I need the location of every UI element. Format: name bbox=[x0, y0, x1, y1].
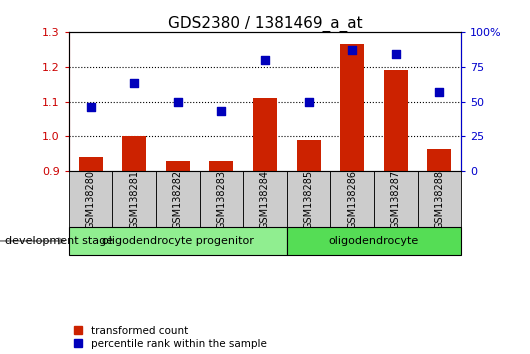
Bar bbox=[69, 171, 112, 227]
Bar bbox=[340, 44, 364, 171]
Title: GDS2380 / 1381469_a_at: GDS2380 / 1381469_a_at bbox=[167, 16, 363, 32]
Bar bbox=[243, 171, 287, 227]
Bar bbox=[200, 171, 243, 227]
Text: GSM138285: GSM138285 bbox=[304, 170, 314, 229]
Point bbox=[348, 47, 356, 53]
Bar bbox=[427, 149, 452, 171]
Point bbox=[174, 99, 182, 104]
Text: GSM138280: GSM138280 bbox=[86, 170, 96, 229]
Text: GSM138281: GSM138281 bbox=[129, 170, 139, 229]
Bar bbox=[209, 161, 233, 171]
Bar bbox=[253, 98, 277, 171]
Bar bbox=[287, 171, 330, 227]
Point bbox=[304, 99, 313, 104]
Text: GSM138282: GSM138282 bbox=[173, 170, 183, 229]
Text: GSM138284: GSM138284 bbox=[260, 170, 270, 229]
Text: GSM138286: GSM138286 bbox=[347, 170, 357, 229]
Bar bbox=[69, 227, 287, 255]
Bar bbox=[166, 161, 190, 171]
Bar bbox=[112, 171, 156, 227]
Text: GSM138283: GSM138283 bbox=[216, 170, 226, 229]
Point bbox=[261, 57, 269, 63]
Bar bbox=[374, 171, 418, 227]
Bar bbox=[297, 140, 321, 171]
Point bbox=[86, 104, 95, 110]
Bar bbox=[122, 136, 146, 171]
Text: oligodendrocyte: oligodendrocyte bbox=[329, 236, 419, 246]
Text: oligodendrocyte progenitor: oligodendrocyte progenitor bbox=[102, 236, 254, 246]
Point bbox=[217, 108, 226, 114]
Text: GSM138287: GSM138287 bbox=[391, 170, 401, 229]
Bar bbox=[384, 70, 408, 171]
Point bbox=[130, 81, 138, 86]
Text: GSM138288: GSM138288 bbox=[434, 170, 444, 229]
Text: development stage: development stage bbox=[5, 236, 113, 246]
Bar bbox=[418, 171, 461, 227]
Bar bbox=[79, 157, 103, 171]
Bar bbox=[330, 171, 374, 227]
Bar bbox=[287, 227, 461, 255]
Point bbox=[392, 51, 400, 57]
Point bbox=[435, 89, 444, 95]
Bar bbox=[156, 171, 200, 227]
Legend: transformed count, percentile rank within the sample: transformed count, percentile rank withi… bbox=[74, 326, 267, 349]
